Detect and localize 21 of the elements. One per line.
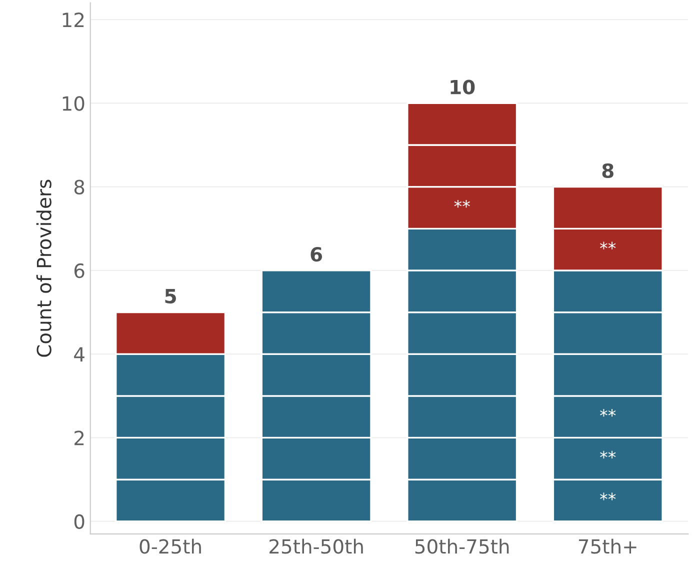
data-label: ** bbox=[454, 200, 470, 208]
total-label: 8 bbox=[602, 163, 614, 178]
x-tick-label: 0-25th bbox=[140, 538, 201, 554]
y-axis-title: Count of Providers bbox=[36, 180, 52, 357]
data-label: ** bbox=[600, 242, 616, 250]
y-tick-label: 4 bbox=[74, 347, 84, 362]
y-tick-label: 0 bbox=[74, 514, 84, 530]
y-tick-label: 6 bbox=[74, 263, 84, 278]
total-label: 5 bbox=[165, 289, 176, 304]
y-tick-label: 8 bbox=[74, 180, 84, 194]
total-label: 6 bbox=[310, 246, 322, 262]
y-tick-label: 2 bbox=[74, 430, 84, 446]
x-tick-label: 50th-75th bbox=[415, 538, 509, 554]
y-tick-label: 12 bbox=[62, 12, 84, 27]
data-label: ** bbox=[600, 492, 616, 500]
data-label: ** bbox=[600, 409, 616, 417]
x-tick-label: 25th-50th bbox=[270, 538, 363, 554]
data-label: ** bbox=[600, 450, 616, 458]
total-label: 10 bbox=[450, 80, 475, 94]
y-tick-label: 10 bbox=[62, 96, 84, 111]
x-tick-label: 75th+ bbox=[578, 538, 636, 554]
